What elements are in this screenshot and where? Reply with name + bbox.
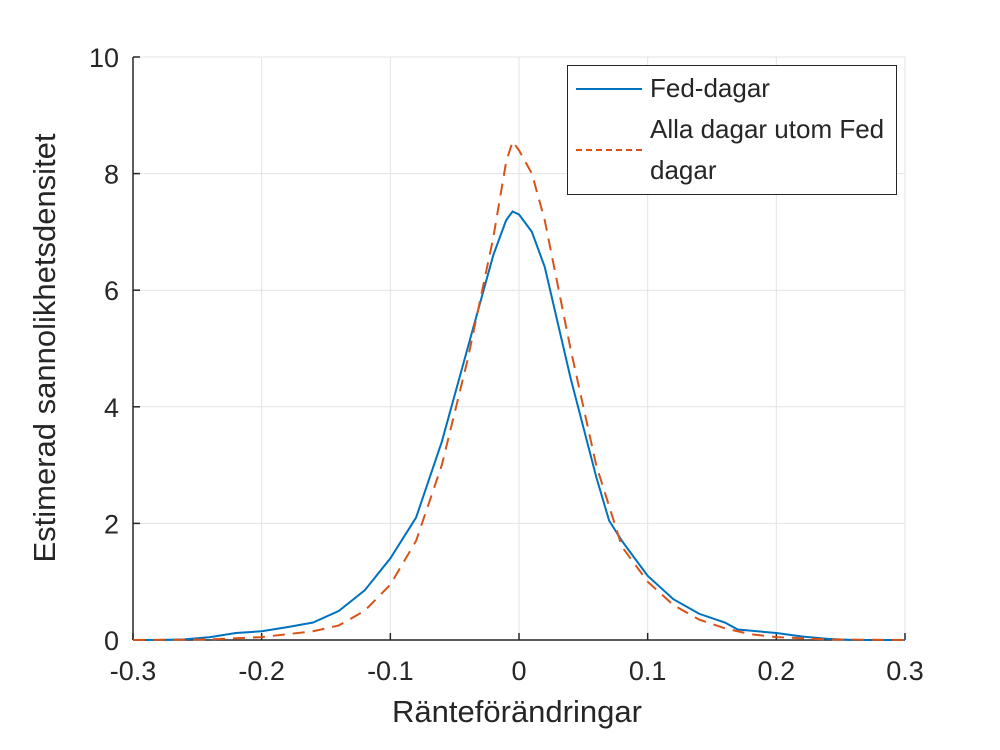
- legend-label: Fed-dagar: [650, 73, 770, 103]
- x-tick-label: 0.3: [886, 656, 924, 686]
- data-line: [133, 210, 905, 641]
- legend-swatch: [576, 149, 642, 151]
- x-tick-label: 0.1: [629, 656, 667, 686]
- x-axis-label: Ränteförändringar: [392, 694, 642, 729]
- y-axis-label: Estimerad sannolikhetsdensitet: [27, 133, 62, 562]
- x-tick-label: 0.2: [758, 656, 796, 686]
- y-tick-label: 2: [104, 509, 119, 539]
- legend-label: Alla dagar utom Fed dagar: [650, 114, 885, 185]
- x-tick-label: -0.3: [110, 656, 157, 686]
- legend: Fed-dagar Alla dagar utom Fed dagar: [567, 65, 897, 195]
- legend-swatch: [576, 87, 642, 90]
- y-tick-label: 8: [104, 160, 119, 190]
- y-tick-label: 0: [104, 626, 119, 656]
- data-line: [132, 139, 906, 641]
- y-tick-label: 6: [104, 276, 119, 306]
- x-tick-label: -0.1: [367, 656, 414, 686]
- x-tick-label: -0.2: [238, 656, 285, 686]
- x-tick-label: 0: [511, 656, 526, 686]
- y-tick-label: 10: [89, 43, 119, 73]
- y-tick-label: 4: [104, 393, 119, 423]
